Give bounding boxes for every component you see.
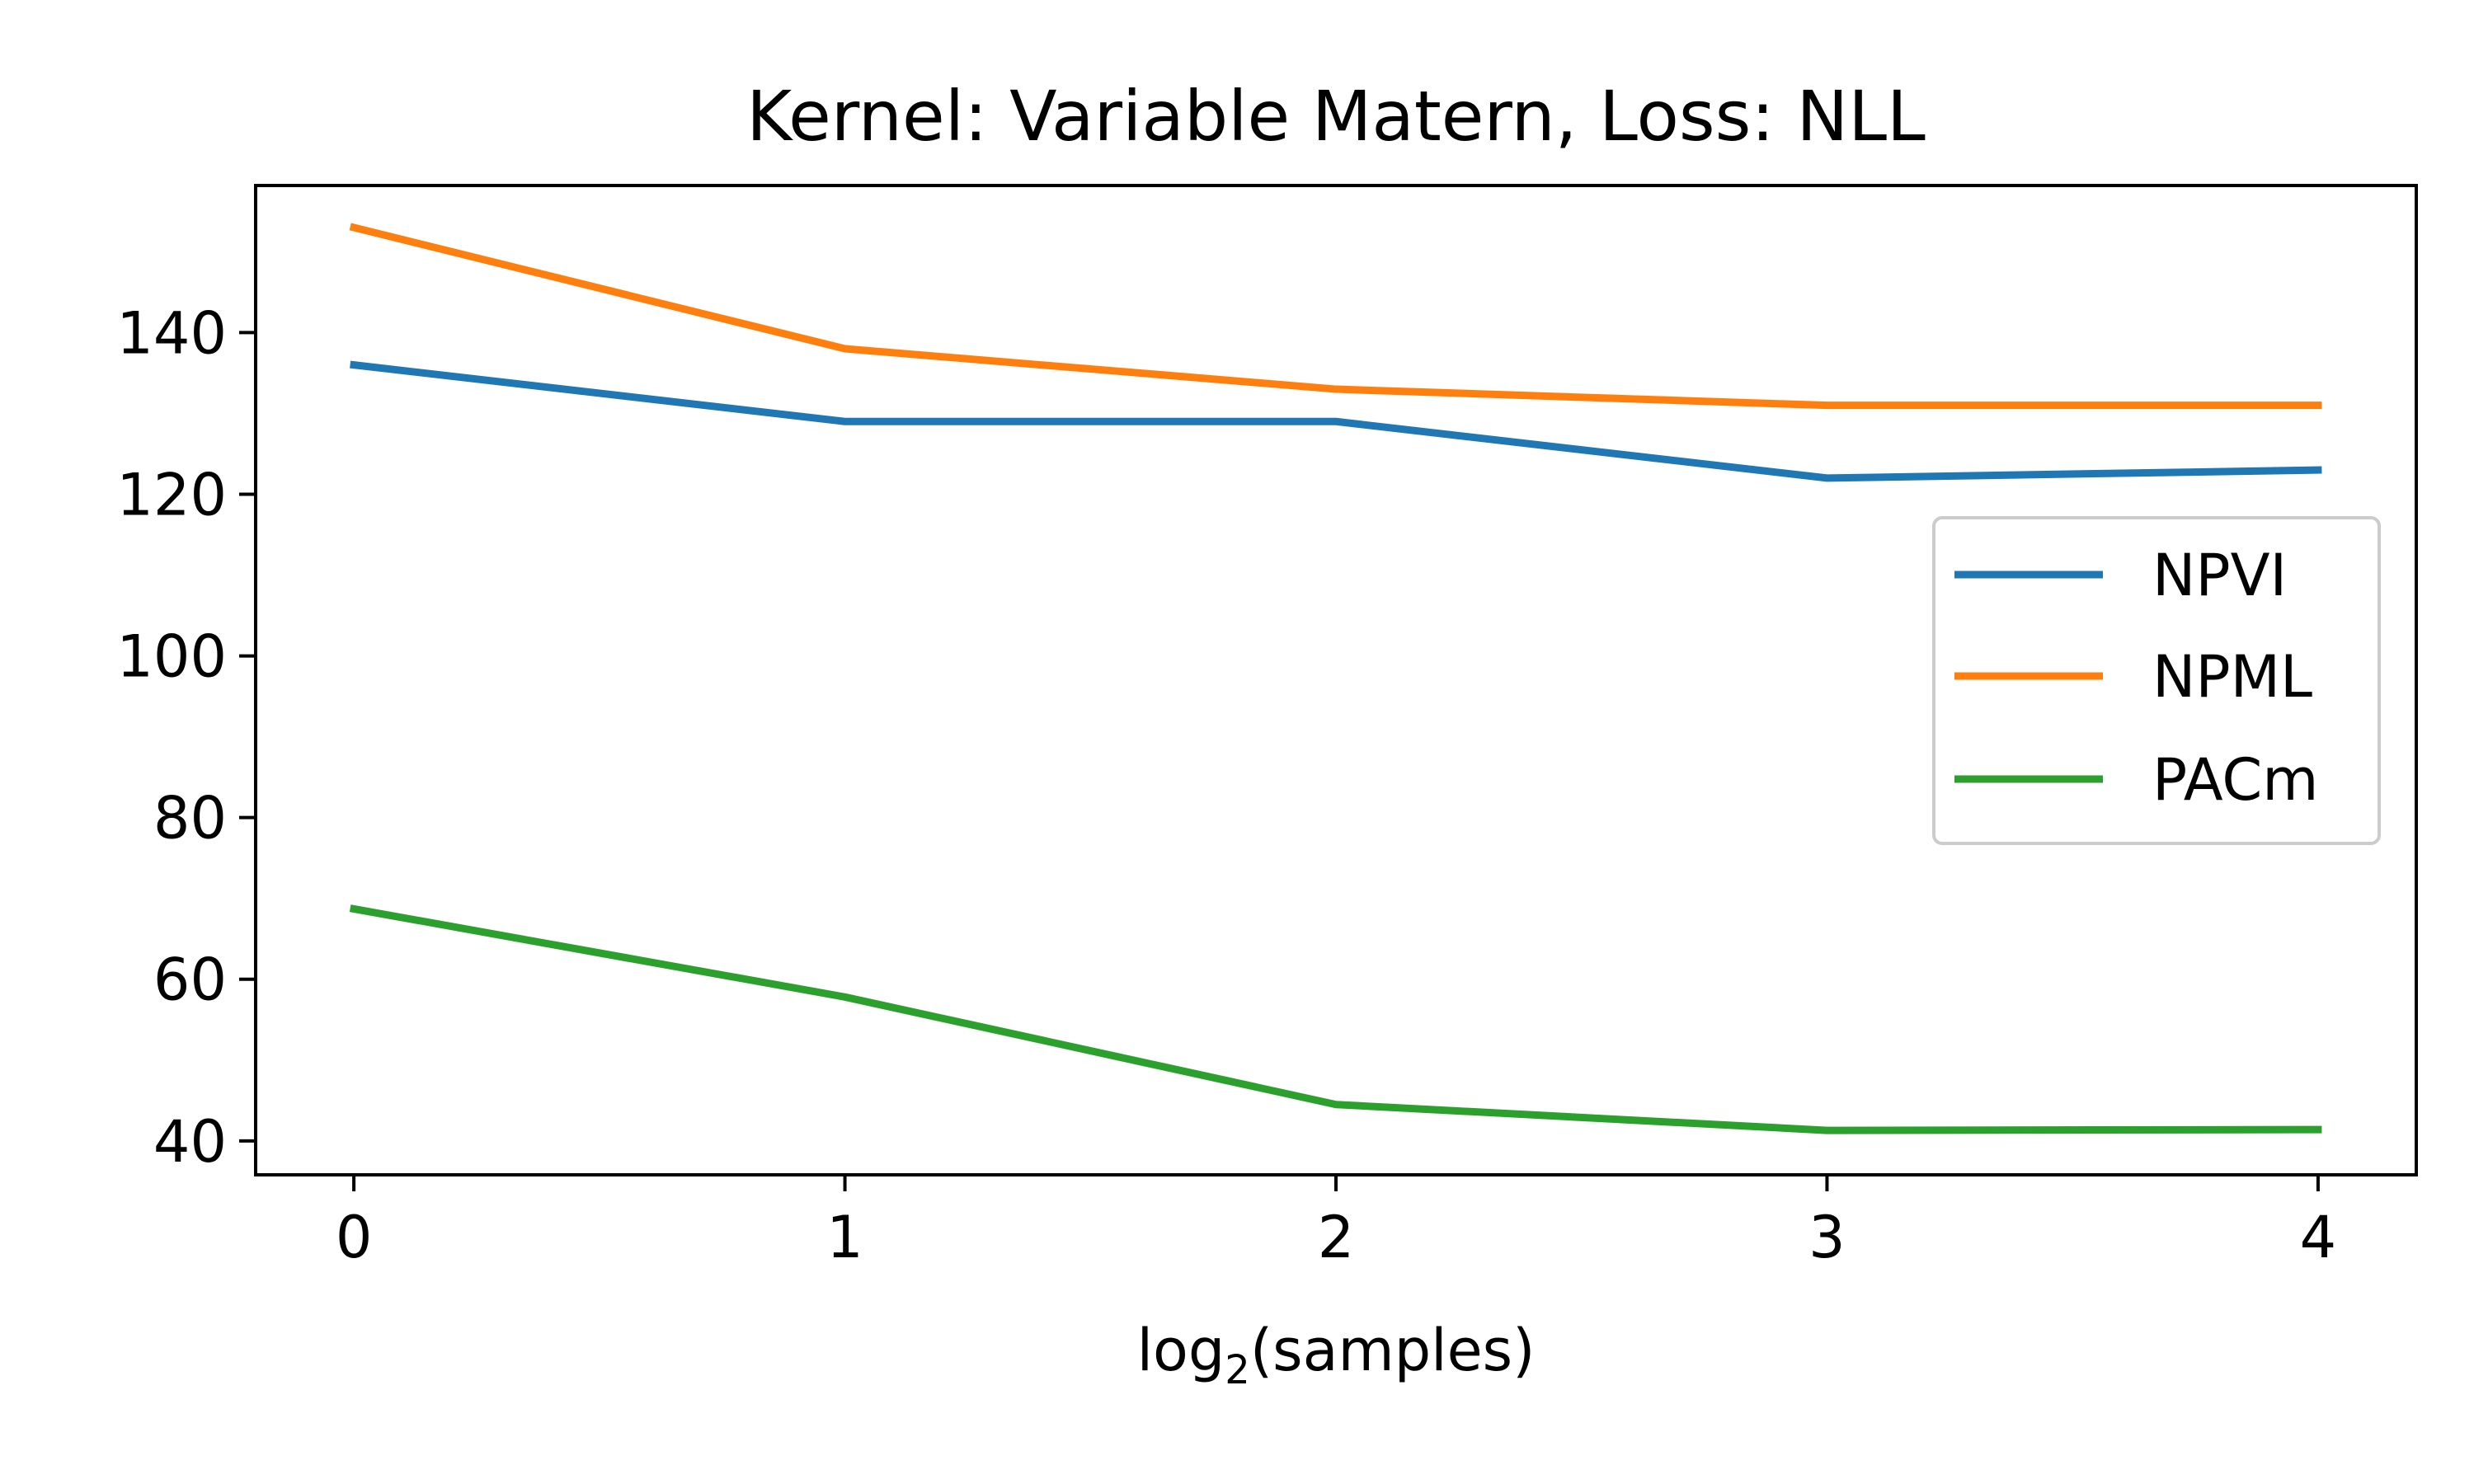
series-line-pacm (349, 904, 2322, 1134)
series-line-npvi (350, 360, 2322, 482)
y-tick-label: 140 (116, 299, 227, 367)
y-axis-ticks: 40 60 80 100 120 140 (116, 299, 256, 1176)
chart-title: Kernel: Variable Matern, Loss: NLL (746, 76, 1926, 157)
plot-area-frame (254, 184, 2418, 1176)
x-axis-ticks: 0 1 2 3 4 (336, 1175, 2336, 1271)
series-line-npml (349, 223, 2322, 410)
x-tick-label: 3 (1808, 1204, 1846, 1271)
x-axis-label: log2(samples) (1137, 1317, 1536, 1393)
legend-box (1932, 516, 2381, 845)
y-tick-label: 60 (153, 946, 227, 1014)
x-tick-label: 4 (2300, 1204, 2337, 1271)
legend-label-npvi: NPVI (2152, 542, 2287, 609)
x-tick-label: 2 (1318, 1204, 1355, 1271)
y-tick-label: 80 (153, 785, 227, 852)
series-layer (349, 223, 2322, 1134)
y-tick-label: 120 (116, 462, 227, 529)
x-tick-label: 0 (336, 1204, 373, 1271)
y-tick-label: 40 (153, 1108, 227, 1176)
x-tick-label: 1 (826, 1204, 863, 1271)
legend-label-npml: NPML (2152, 643, 2312, 711)
y-tick-label: 100 (116, 623, 227, 691)
legend-label-pacm: PACm (2152, 746, 2318, 814)
legend: NPVI NPML PACm (1932, 516, 2381, 845)
